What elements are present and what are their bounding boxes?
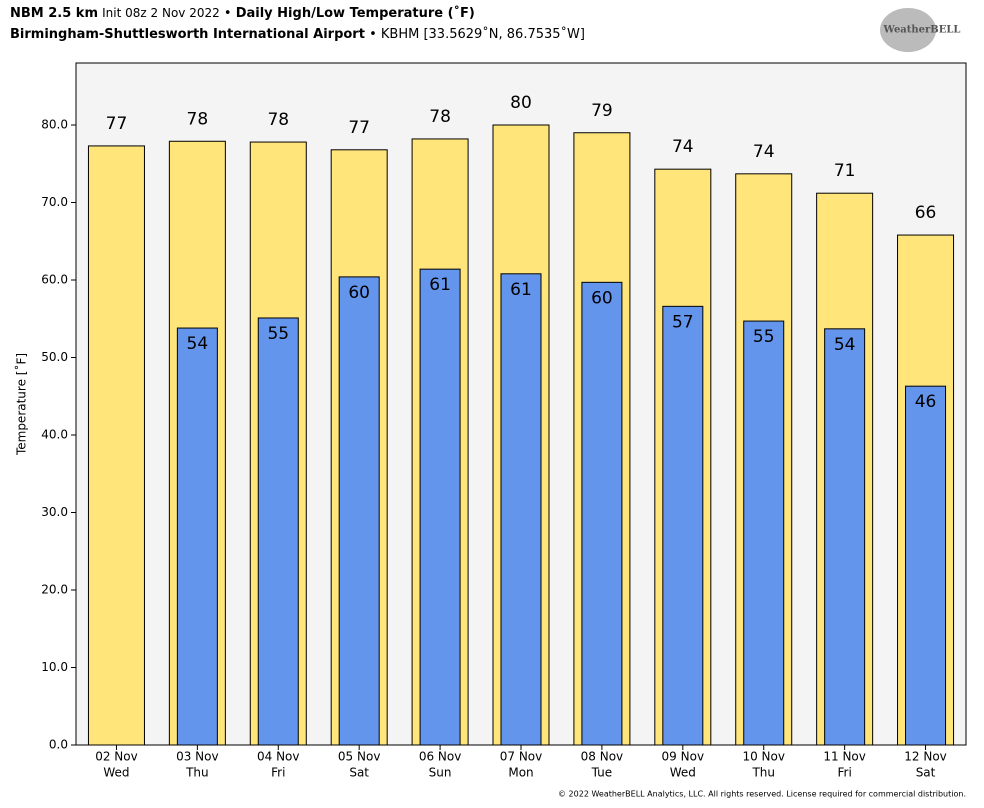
x-tick-weekday: Sun <box>429 766 452 780</box>
y-axis-label: Temperature [˚F] <box>14 353 29 456</box>
x-tick-label: 12 Nov <box>904 750 947 764</box>
title-line: NBM 2.5 km Init 08z 2 Nov 2022 • Daily H… <box>10 6 475 21</box>
value-label: 74 <box>672 137 694 157</box>
value-label: 71 <box>834 161 856 181</box>
x-tick-weekday: Thu <box>751 766 775 780</box>
init: Init 08z 2 Nov 2022 <box>102 6 220 20</box>
value-label: 46 <box>915 392 937 412</box>
value-label: 77 <box>106 114 128 134</box>
y-tick-label: 30.0 <box>41 505 68 519</box>
bar <box>257 317 299 746</box>
x-tick-weekday: Sat <box>916 766 936 780</box>
value-label: 55 <box>267 324 289 344</box>
x-tick-label: 11 Nov <box>823 750 866 764</box>
bar <box>500 273 542 746</box>
y-tick-label: 50.0 <box>41 350 68 364</box>
value-label: 77 <box>348 118 370 138</box>
x-tick-label: 03 Nov <box>176 750 219 764</box>
bar <box>743 320 785 746</box>
bar <box>662 305 704 746</box>
value-label: 60 <box>591 288 613 308</box>
x-tick-label: 04 Nov <box>257 750 300 764</box>
bar <box>176 327 218 746</box>
x-tick-weekday: Fri <box>271 766 285 780</box>
y-tick-label: 0.0 <box>49 738 68 752</box>
value-label: 55 <box>753 327 775 347</box>
value-label: 78 <box>187 109 209 129</box>
separator: • <box>369 27 377 42</box>
value-label: 54 <box>187 334 209 354</box>
value-label: 78 <box>267 110 289 130</box>
bar <box>824 328 866 746</box>
subtitle-line: Birmingham-Shuttlesworth International A… <box>10 27 585 42</box>
value-label: 79 <box>591 101 613 121</box>
model: NBM 2.5 km <box>10 6 98 21</box>
value-label: 78 <box>429 107 451 127</box>
value-label: 54 <box>834 335 856 355</box>
separator: • <box>223 6 232 21</box>
y-tick-label: 70.0 <box>41 195 68 209</box>
bar <box>87 145 145 746</box>
x-tick-label: 07 Nov <box>500 750 543 764</box>
bar <box>905 385 947 746</box>
x-tick-label: 10 Nov <box>742 750 785 764</box>
x-tick-label: 08 Nov <box>581 750 624 764</box>
x-tick-weekday: Wed <box>670 766 696 780</box>
x-tick-weekday: Thu <box>185 766 209 780</box>
x-tick-label: 05 Nov <box>338 750 381 764</box>
logo: WeatherBELL <box>883 25 961 36</box>
bar <box>581 281 623 746</box>
location: KBHM [33.5629˚N, 86.7535˚W] <box>380 27 585 42</box>
value-label: 66 <box>915 203 937 223</box>
value-label: 74 <box>753 142 775 162</box>
x-tick-label: 06 Nov <box>419 750 462 764</box>
station: Birmingham-Shuttlesworth International A… <box>10 27 365 42</box>
bar <box>419 268 461 746</box>
product: Daily High/Low Temperature (˚F) <box>235 6 475 21</box>
x-tick-label: 02 Nov <box>95 750 138 764</box>
value-label: 61 <box>510 280 532 300</box>
value-label: 57 <box>672 312 694 332</box>
y-tick-label: 60.0 <box>41 273 68 287</box>
x-tick-weekday: Wed <box>103 766 129 780</box>
y-tick-label: 20.0 <box>41 583 68 597</box>
value-label: 61 <box>429 275 451 295</box>
x-tick-weekday: Mon <box>508 766 533 780</box>
x-tick-weekday: Fri <box>837 766 851 780</box>
y-tick-label: 40.0 <box>41 428 68 442</box>
value-label: 60 <box>348 283 370 303</box>
bar <box>338 276 380 746</box>
value-label: 80 <box>510 93 532 113</box>
x-tick-weekday: Tue <box>591 766 613 780</box>
footer: © 2022 WeatherBELL Analytics, LLC. All r… <box>558 790 966 799</box>
y-tick-label: 80.0 <box>41 118 68 132</box>
x-tick-label: 09 Nov <box>662 750 705 764</box>
x-tick-weekday: Sat <box>349 766 369 780</box>
y-tick-label: 10.0 <box>41 660 68 674</box>
logo-mark <box>880 8 936 52</box>
